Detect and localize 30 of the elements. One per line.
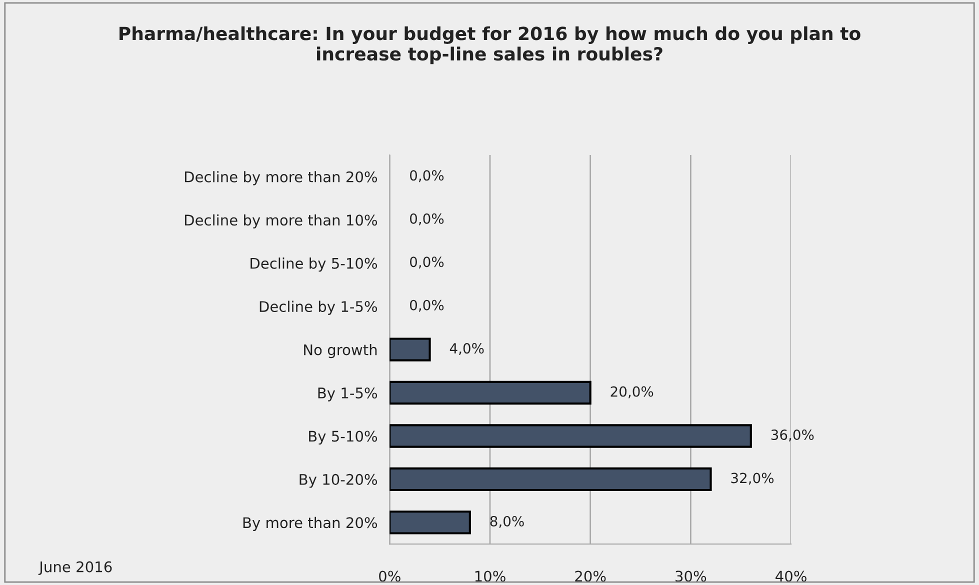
x-tick-label: 0% (379, 570, 400, 582)
bar (390, 424, 752, 448)
data-label: 0,0% (410, 213, 444, 226)
y-tick-label: By 1-5% (318, 387, 378, 402)
x-tick-label: 30% (676, 570, 706, 582)
y-tick-label: Decline by more than 20% (184, 171, 378, 186)
bar (390, 510, 471, 534)
x-tick-label: 40% (776, 570, 806, 582)
x-tick-label: 20% (575, 570, 606, 582)
x-tick-label: 10% (475, 570, 506, 582)
text: June 2016 (38, 561, 112, 576)
data-label: 32,0% (731, 472, 774, 485)
y-tick-label: Decline by 1-5% (260, 300, 378, 315)
y-tick-label: By 10-20% (300, 474, 378, 488)
y-tick-label: Decline by 5-10% (250, 258, 378, 272)
y-tick-label: By 5-10% (309, 430, 378, 445)
data-label: 36,0% (771, 430, 814, 442)
data-label: 4,0% (450, 343, 484, 355)
y-tick-label: By more than 20% (243, 516, 378, 532)
y-tick-label: Decline by more than 10% (184, 214, 378, 228)
y-tick-label: No growth (304, 344, 377, 358)
data-label: 0,0% (410, 300, 444, 312)
data-label: 0,0% (410, 256, 444, 269)
chart-title: Pharma/healthcare: In your budget for 2016 by how much do you plan to increase top-line sales in roubles? (120, 26, 860, 64)
bar (390, 380, 592, 405)
bar (390, 338, 431, 362)
data-label: 20,0% (610, 386, 654, 398)
bar (390, 467, 712, 492)
data-label: 0,0% (410, 170, 444, 182)
data-label: 8,0% (490, 516, 524, 528)
